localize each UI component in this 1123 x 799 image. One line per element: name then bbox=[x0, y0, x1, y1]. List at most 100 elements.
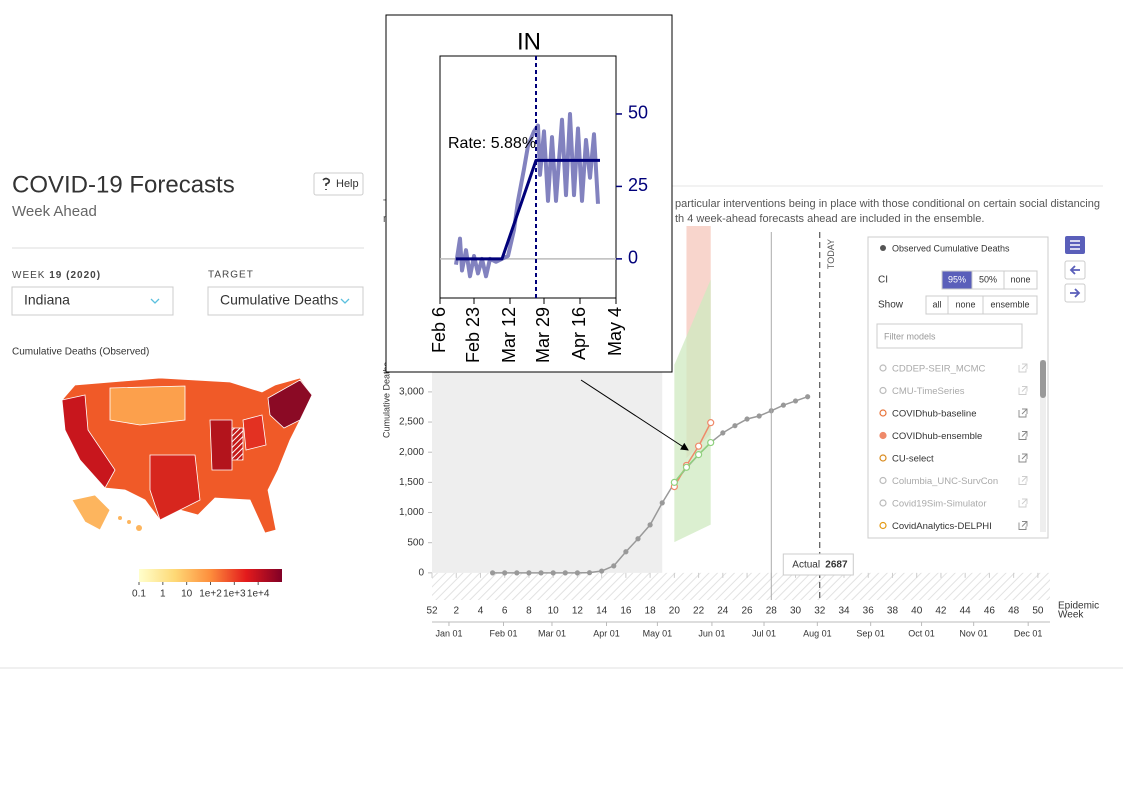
week-label: WEEK 19 (2020) bbox=[12, 270, 101, 281]
data-point bbox=[720, 430, 726, 436]
ci-button-label: 50% bbox=[979, 274, 997, 284]
x-tick-label: 46 bbox=[984, 606, 996, 617]
external-link-icon[interactable] bbox=[1018, 408, 1028, 418]
y-tick-label: 1,500 bbox=[399, 477, 424, 488]
sidebar: COVID-19 Forecasts Week Ahead Help WEEK … bbox=[11, 171, 364, 600]
prev-button[interactable] bbox=[1064, 260, 1086, 280]
week-value: 19 (2020) bbox=[49, 270, 101, 281]
inset-chart: IN Rate: 5.88% 0 25 50 Feb 6 Feb 23 Mar 12 Mar… bbox=[385, 14, 673, 373]
description: particular interventions being in place … bbox=[675, 198, 1100, 210]
data-point bbox=[599, 568, 605, 574]
x-tick-label: 48 bbox=[1008, 606, 1020, 617]
region-dropdown[interactable]: Indiana bbox=[11, 286, 174, 316]
target-value: Cumulative Deaths bbox=[220, 292, 338, 308]
data-point bbox=[635, 536, 641, 542]
external-link-icon[interactable] bbox=[1018, 476, 1028, 485]
inset-plot-frame bbox=[439, 55, 617, 299]
interval-band bbox=[674, 279, 711, 543]
ci-label: CI bbox=[878, 275, 888, 286]
inset-x-tick-label: Mar 12 bbox=[499, 307, 519, 363]
data-point bbox=[502, 570, 508, 576]
external-link-icon[interactable] bbox=[1018, 498, 1028, 508]
help-label: Help bbox=[336, 178, 359, 190]
legend-marker bbox=[880, 245, 886, 251]
menu-button[interactable] bbox=[1065, 236, 1085, 254]
model-marker bbox=[879, 386, 887, 395]
external-link-icon[interactable] bbox=[1018, 453, 1028, 463]
x-tick-label: 36 bbox=[863, 606, 875, 617]
x-tick-label: 12 bbox=[572, 606, 584, 617]
next-button[interactable] bbox=[1064, 283, 1086, 303]
show-button-label: all bbox=[932, 299, 941, 309]
data-point bbox=[780, 402, 787, 408]
x-axis-label: Epidemic bbox=[1058, 601, 1099, 612]
show-button-label: none bbox=[955, 299, 975, 309]
show-label: Show bbox=[878, 300, 904, 311]
help-button[interactable]: Help bbox=[313, 172, 364, 196]
y-tick-label: 2,000 bbox=[399, 447, 424, 458]
colorbar-tick-label: 0.1 bbox=[132, 589, 146, 600]
description: th 4 week-ahead forecasts ahead are incl… bbox=[675, 213, 984, 225]
data-point bbox=[707, 438, 715, 447]
colorbar-tick-label: 1e+3 bbox=[223, 589, 246, 600]
date-tick-label: Apr 01 bbox=[593, 628, 620, 638]
ci-button-label: 95% bbox=[948, 274, 966, 284]
inset-y-tick-label: 50 bbox=[628, 103, 648, 123]
target-dropdown[interactable]: Cumulative Deaths bbox=[207, 286, 364, 316]
tooltip-label: Actual bbox=[792, 560, 820, 571]
state-region bbox=[71, 494, 111, 531]
inset-plot bbox=[440, 56, 616, 298]
state-region bbox=[127, 520, 131, 524]
page-subtitle: Week Ahead bbox=[12, 203, 97, 220]
inset-x-tick-label: Mar 29 bbox=[533, 307, 553, 363]
state-region bbox=[209, 419, 233, 471]
show-button[interactable] bbox=[982, 295, 1038, 315]
date-tick-label: Sep 01 bbox=[856, 628, 885, 638]
model-marker bbox=[879, 521, 887, 530]
state-region bbox=[149, 454, 201, 521]
tooltip-box bbox=[782, 553, 854, 576]
external-link-icon[interactable] bbox=[1018, 521, 1028, 530]
model-name: CovidAnalytics-DELPHI bbox=[892, 521, 992, 532]
colorbar bbox=[139, 569, 282, 582]
date-tick-label: Feb 01 bbox=[489, 628, 517, 638]
series-line bbox=[673, 422, 712, 487]
date-tick-label: Mar 01 bbox=[538, 628, 566, 638]
state-region bbox=[242, 414, 267, 451]
external-link-icon[interactable] bbox=[1018, 386, 1028, 395]
date-tick-label: Jan 01 bbox=[435, 628, 462, 638]
model-name: COVIDhub-baseline bbox=[892, 409, 977, 420]
model-marker bbox=[879, 476, 887, 485]
scrollbar[interactable] bbox=[1040, 360, 1046, 398]
x-tick-label: 6 bbox=[502, 606, 508, 617]
model-name: CU-select bbox=[892, 454, 934, 465]
data-point bbox=[670, 478, 678, 486]
data-point bbox=[694, 442, 703, 450]
ci-button[interactable] bbox=[1003, 270, 1038, 290]
data-point bbox=[732, 423, 738, 429]
y-axis-label: Cumulative Deaths bbox=[381, 361, 391, 438]
x-tick-label: 28 bbox=[766, 606, 778, 617]
x-tick-label: 40 bbox=[911, 606, 923, 617]
x-tick-label: 50 bbox=[1032, 606, 1044, 617]
selected-state[interactable] bbox=[231, 427, 244, 461]
target-label: TARGET bbox=[208, 270, 254, 281]
x-tick-label: 26 bbox=[741, 606, 753, 617]
date-tick-label: Jun 01 bbox=[698, 628, 725, 638]
data-point bbox=[647, 522, 653, 528]
data-point bbox=[805, 394, 811, 400]
state-region bbox=[267, 379, 313, 429]
external-link-icon[interactable] bbox=[1018, 363, 1028, 373]
inset-x-tick-label: May 4 bbox=[605, 307, 625, 356]
data-point bbox=[526, 570, 532, 576]
model-marker bbox=[879, 454, 887, 462]
model-marker bbox=[879, 431, 887, 440]
series-line bbox=[673, 442, 712, 483]
colorbar-tick-label: 1 bbox=[160, 589, 166, 600]
legend-label: Observed Cumulative Deaths bbox=[892, 243, 1010, 253]
inset-title: IN bbox=[517, 28, 541, 55]
data-point bbox=[611, 563, 617, 569]
filter-input[interactable] bbox=[876, 323, 1023, 349]
external-link-icon[interactable] bbox=[1018, 431, 1028, 440]
